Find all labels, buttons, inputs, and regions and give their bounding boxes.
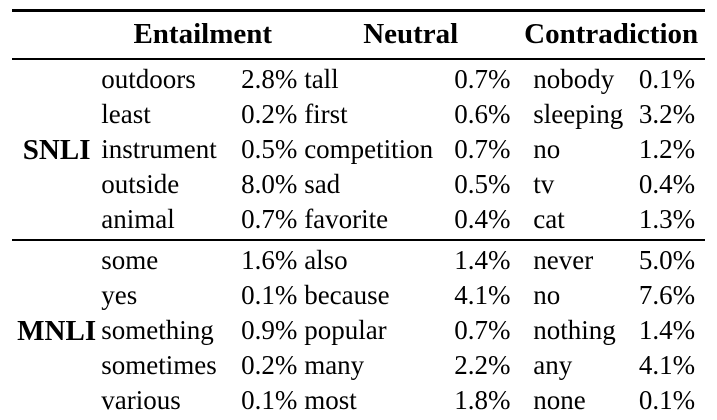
word-cell: nothing	[533, 315, 616, 345]
header-row: Entailment Neutral Contradiction	[12, 11, 705, 60]
word-cell: no	[533, 280, 561, 310]
table-row: something 0.9% popular 0.7% nothing 1.4%	[12, 313, 705, 348]
percent-cell: 7.6%	[638, 280, 696, 310]
table-header: Entailment Neutral Contradiction	[12, 11, 705, 60]
word-cell: outside	[101, 169, 180, 199]
word-cell: none	[533, 385, 586, 415]
word-cell: nobody	[533, 64, 615, 94]
word-cell: also	[304, 245, 348, 275]
word-cell: animal	[101, 204, 175, 234]
word-cell: least	[101, 99, 151, 129]
percent-cell: 2.8%	[241, 64, 298, 94]
percent-cell: 4.1%	[454, 280, 511, 310]
word-cell: any	[533, 350, 573, 380]
percent-cell: 0.1%	[638, 385, 696, 415]
percent-cell: 1.4%	[454, 245, 511, 275]
word-cell: because	[304, 280, 390, 310]
dataset-label: SNLI	[22, 134, 91, 166]
word-cell: most	[304, 385, 357, 415]
word-cell: popular	[304, 315, 387, 345]
percent-cell: 1.4%	[638, 315, 696, 345]
percent-cell: 0.1%	[638, 64, 696, 94]
percent-cell: 0.7%	[454, 315, 511, 345]
percent-cell: 3.2%	[638, 99, 696, 129]
percent-cell: 4.1%	[638, 350, 696, 380]
percent-cell: 0.2%	[241, 350, 298, 380]
percent-cell: 1.2%	[638, 134, 696, 164]
percent-cell: 0.6%	[454, 99, 511, 129]
word-cell: competition	[304, 134, 434, 164]
percent-cell: 0.1%	[241, 280, 298, 310]
percent-cell: 2.2%	[454, 350, 511, 380]
percent-cell: 1.8%	[454, 385, 511, 415]
word-cell: first	[304, 99, 348, 129]
word-cell: many	[304, 350, 365, 380]
table-row: outside 8.0% sad 0.5% tv 0.4%	[12, 167, 705, 202]
artifact-statistics-table: Entailment Neutral Contradiction SNLI out…	[12, 9, 705, 420]
percent-cell: 0.7%	[454, 134, 511, 164]
percent-cell: 0.4%	[454, 204, 511, 234]
column-header-neutral: Neutral	[363, 18, 459, 50]
word-cell: sometimes	[101, 350, 217, 380]
word-cell: tv	[533, 169, 555, 199]
percent-cell: 0.2%	[241, 99, 298, 129]
word-cell: favorite	[304, 204, 389, 234]
percent-cell: 5.0%	[638, 245, 696, 275]
percent-cell: 0.4%	[638, 169, 696, 199]
word-cell: sleeping	[533, 99, 624, 129]
word-cell: something	[101, 315, 214, 345]
percent-cell: 0.7%	[241, 204, 298, 234]
table-row: SNLI outdoors 2.8% tall 0.7% nobody 0.1%	[12, 59, 705, 166]
percent-cell: 0.1%	[241, 385, 298, 415]
section-snli: SNLI outdoors 2.8% tall 0.7% nobody 0.1% least 0…	[12, 59, 705, 240]
percent-cell: 1.3%	[638, 204, 696, 234]
table-row: instrument 0.5% competition 0.7% no 1.2%	[12, 132, 705, 167]
percent-cell: 0.5%	[454, 169, 511, 199]
word-cell: outdoors	[101, 64, 196, 94]
row-label-header	[12, 11, 101, 60]
column-header-entailment: Entailment	[133, 18, 273, 50]
word-cell: tall	[304, 64, 339, 94]
word-cell: never	[533, 245, 594, 275]
table-row: yes 0.1% because 4.1% no 7.6%	[12, 278, 705, 313]
percent-cell: 1.6%	[241, 245, 298, 275]
table-row: animal 0.7% favorite 0.4% cat 1.3%	[12, 202, 705, 240]
word-cell: instrument	[101, 134, 217, 164]
word-cell: no	[533, 134, 561, 164]
table-row: MNLI some 1.6% also 1.4% never 5.0%	[12, 240, 705, 347]
percent-cell: 0.7%	[454, 64, 511, 94]
dataset-label: MNLI	[17, 315, 97, 347]
table-row: least 0.2% first 0.6% sleeping 3.2%	[12, 97, 705, 132]
table-row: various 0.1% most 1.8% none 0.1%	[12, 383, 705, 420]
word-cell: cat	[533, 204, 565, 234]
section-mnli: MNLI some 1.6% also 1.4% never 5.0% yes 0.1% beca…	[12, 240, 705, 420]
word-cell: various	[101, 385, 181, 415]
word-cell: yes	[101, 280, 138, 310]
column-header-contradiction: Contradiction	[524, 18, 699, 50]
percent-cell: 0.9%	[241, 315, 298, 345]
word-cell: some	[101, 245, 159, 275]
word-cell: sad	[304, 169, 341, 199]
percent-cell: 0.5%	[241, 134, 298, 164]
percent-cell: 8.0%	[241, 169, 298, 199]
table-row: sometimes 0.2% many 2.2% any 4.1%	[12, 348, 705, 383]
